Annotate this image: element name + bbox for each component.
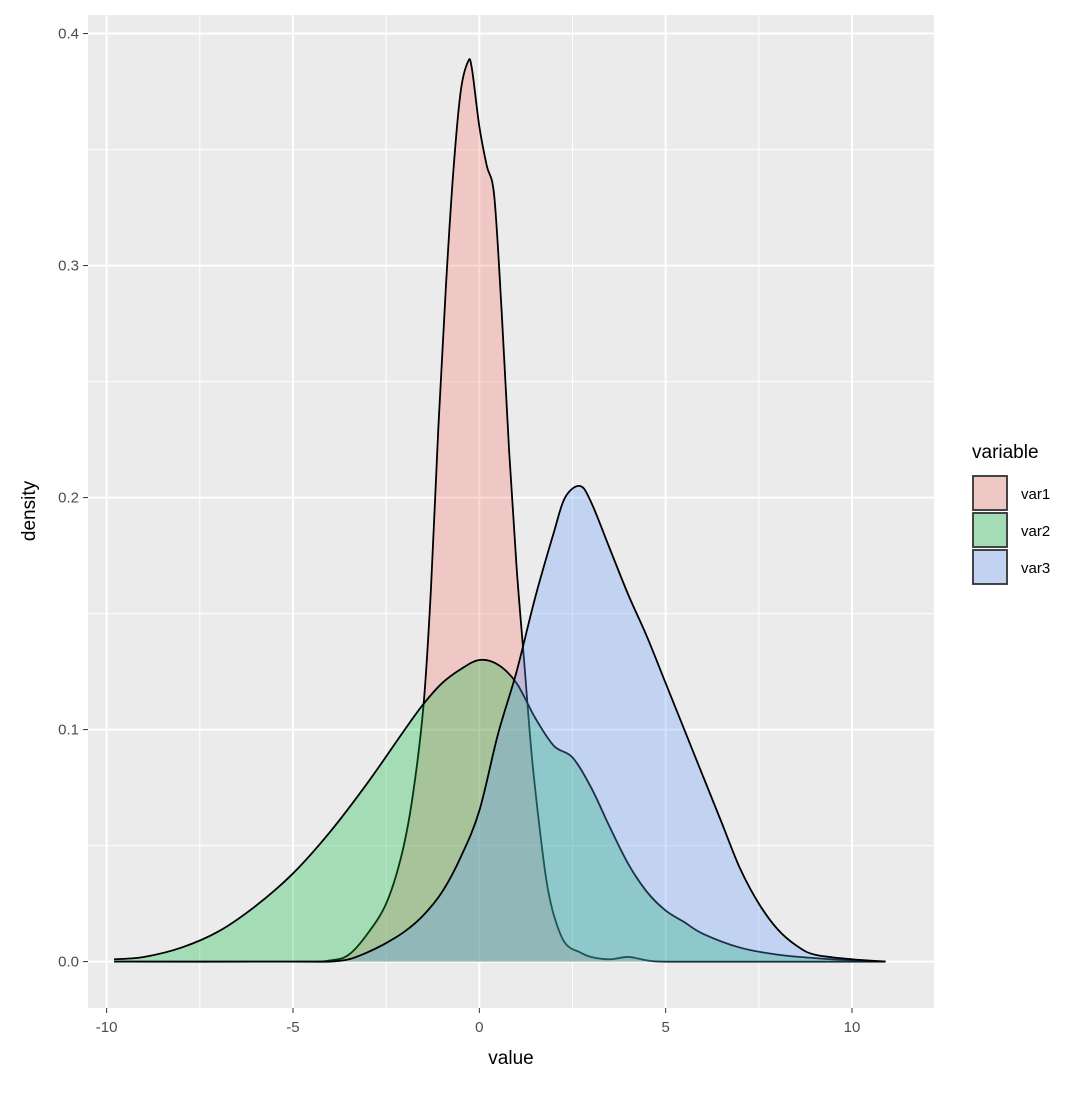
legend-label-var1: var1 <box>1021 486 1050 503</box>
y-axis-ticks: 0.0 0.1 0.2 0.3 0.4 <box>58 26 88 971</box>
plot-panel <box>88 15 934 1008</box>
y-tick-label: 0.2 <box>58 490 79 507</box>
y-tick-label: 0.0 <box>58 954 79 971</box>
density-line-var3 <box>114 485 886 963</box>
legend-label-var2: var2 <box>1021 523 1050 540</box>
x-tick-label: 0 <box>475 1019 483 1036</box>
density-line-var1 <box>114 58 886 963</box>
y-tick-label: 0.1 <box>58 722 79 739</box>
legend: variable var1 var2 var3 <box>972 442 1050 585</box>
legend-key-var1 <box>972 475 1008 511</box>
legend-key-bg <box>972 512 1008 548</box>
density-line-var2 <box>114 658 886 963</box>
legend-key-bg <box>972 549 1008 585</box>
legend-key-var2 <box>972 512 1008 548</box>
x-tick-label: -10 <box>96 1019 118 1036</box>
x-axis-title: value <box>488 1048 533 1069</box>
x-tick-label: -5 <box>286 1019 299 1036</box>
legend-key-bg <box>972 475 1008 511</box>
density-area-var2 <box>114 659 886 962</box>
density-area-var3 <box>114 485 886 962</box>
density-area-var1 <box>114 59 886 962</box>
minor-gridlines <box>88 15 934 1008</box>
y-axis-title: density <box>19 480 40 541</box>
x-axis-ticks: -10 -5 0 5 10 <box>96 1008 861 1036</box>
legend-title: variable <box>972 442 1039 463</box>
legend-label-var3: var3 <box>1021 560 1050 577</box>
density-areas <box>114 58 886 963</box>
major-gridlines <box>88 15 934 1008</box>
y-tick-label: 0.3 <box>58 258 79 275</box>
x-tick-label: 5 <box>661 1019 669 1036</box>
legend-key-var3 <box>972 549 1008 585</box>
legend-items: var1 var2 var3 <box>972 475 1050 585</box>
y-tick-label: 0.4 <box>58 26 79 43</box>
x-tick-label: 10 <box>844 1019 861 1036</box>
